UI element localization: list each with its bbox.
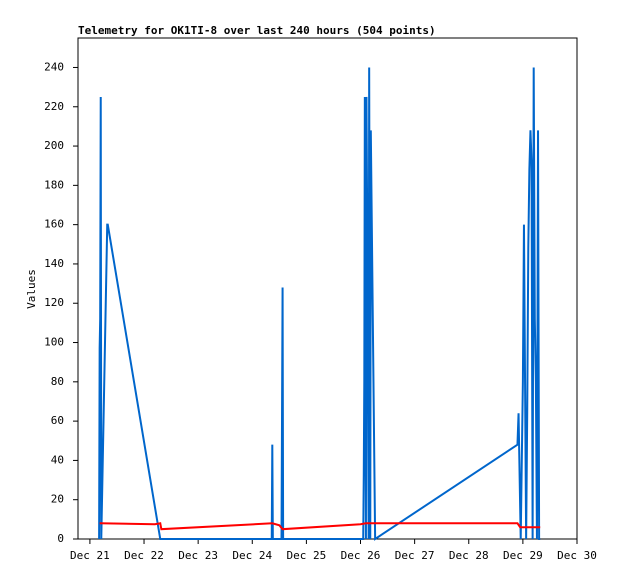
- plot-area: [77, 37, 578, 540]
- chart-title: Telemetry for OK1TI-8 over last 240 hour…: [78, 24, 436, 37]
- y-tick-label: 20: [51, 493, 64, 506]
- x-tick-label: Dec 22: [124, 549, 164, 562]
- data-line: [98, 67, 541, 541]
- y-tick-label: 180: [44, 178, 64, 191]
- x-tick-label: Dec 30: [557, 549, 597, 562]
- x-tick-label: Dec 21: [70, 549, 110, 562]
- y-tick-label: 240: [44, 60, 64, 73]
- x-tick-label: Dec 23: [178, 549, 218, 562]
- data-line: [99, 522, 541, 531]
- x-tick-label: Dec 25: [287, 549, 327, 562]
- y-tick-label: 0: [57, 532, 64, 545]
- x-tick-label: Dec 27: [395, 549, 435, 562]
- y-tick-label: 60: [51, 414, 64, 427]
- y-tick-label: 200: [44, 139, 64, 152]
- y-tick-label: 160: [44, 218, 64, 231]
- y-tick-label: 100: [44, 336, 64, 349]
- y-tick-label: 80: [51, 375, 64, 388]
- x-tick-label: Dec 26: [341, 549, 381, 562]
- x-tick-label: Dec 29: [503, 549, 543, 562]
- y-tick-label: 220: [44, 100, 64, 113]
- y-tick-label: 40: [51, 453, 64, 466]
- y-tick-label: 140: [44, 257, 64, 270]
- x-tick-label: Dec 28: [449, 549, 489, 562]
- x-tick-label: Dec 24: [232, 549, 272, 562]
- y-tick-label: 120: [44, 296, 64, 309]
- y-axis-label: Values: [25, 269, 38, 309]
